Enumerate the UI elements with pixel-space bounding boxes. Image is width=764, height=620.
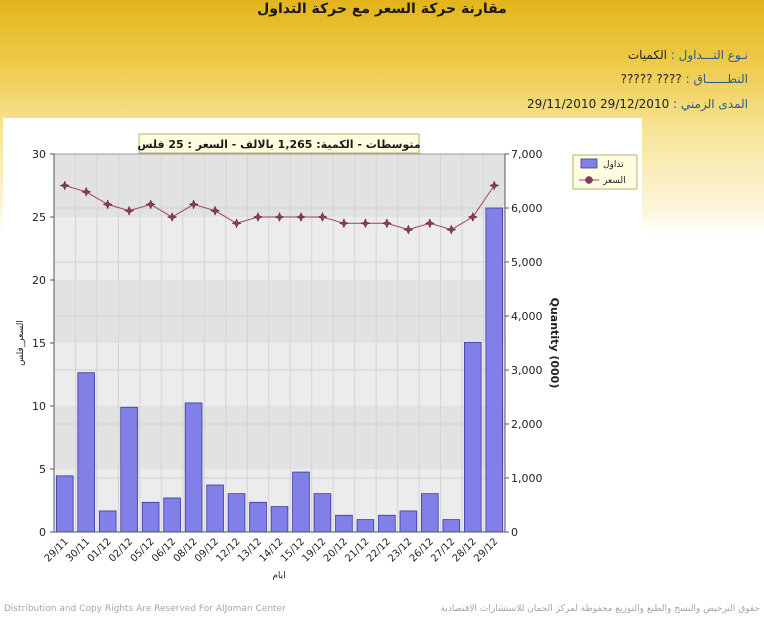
price-point: [252, 211, 264, 223]
price-point: [188, 199, 199, 210]
left-axis-tick-label: 25: [32, 211, 46, 224]
price-point: [381, 218, 393, 229]
price-point: [424, 218, 435, 229]
quantity-bar: [249, 501, 267, 533]
left-axis-tick-label: 0: [39, 526, 46, 539]
quantity-bar: [335, 514, 353, 533]
left-axis-tick-label: 10: [32, 400, 46, 413]
price-point: [295, 211, 307, 223]
quantity-bar: [163, 497, 181, 533]
plot-band: [54, 280, 505, 343]
price-point: [403, 224, 414, 235]
right-axis-tick-label: 2,000: [511, 418, 543, 431]
left-axis-tick-label: 20: [32, 274, 46, 287]
right-axis-tick-label: 0: [511, 526, 518, 539]
left-axis-tick-label: 30: [32, 148, 46, 161]
price-point: [145, 199, 156, 210]
price-point: [209, 205, 221, 216]
plot-band: [54, 217, 505, 280]
price-point: [166, 211, 178, 223]
range-label: النطــــــاق :: [685, 72, 748, 86]
quantity-bar: [421, 493, 439, 533]
quantity-bar: [356, 519, 375, 533]
price-point: [59, 180, 70, 191]
quantity-bar: [55, 475, 74, 533]
quantity-bar: [399, 510, 418, 533]
right-axis-tick-label: 5,000: [511, 256, 543, 269]
price-point: [317, 211, 328, 223]
price-point: [446, 224, 457, 235]
price-point: [489, 180, 500, 191]
price-quantity-chart: 0 5 10 15 20 25 30 0 1,000 2,000 3,000 4,000 5,000 6,…: [16, 133, 638, 581]
quantity-bar: [120, 406, 138, 533]
right-axis-tick-label: 1,000: [511, 472, 543, 485]
quantity-bar: [464, 342, 482, 533]
legend-label-quantity: تداول: [603, 160, 624, 170]
price-point: [274, 211, 285, 223]
left-axis-tick-label: 5: [39, 463, 46, 476]
chart-panel: 0 5 10 15 20 25 30 0 1,000 2,000 3,000 4,000 5,000 6,…: [3, 118, 642, 583]
price-point: [81, 186, 92, 197]
legend-label-price: السعر: [602, 176, 626, 186]
quantity-bar: [227, 493, 246, 533]
quantity-bar: [98, 510, 117, 533]
legend-marker-price: [585, 176, 593, 184]
chart-title: متوسطات - الكمية: 1,265 بالالف - السعر :…: [137, 138, 420, 151]
date-range-label: المدى الزمني :: [673, 97, 748, 111]
quantity-bar: [184, 402, 203, 533]
quantity-bar: [206, 484, 224, 533]
quantity-bar: [270, 506, 289, 533]
price-point: [231, 218, 242, 229]
legend-swatch-bar: [580, 158, 598, 169]
left-axis-tick-label: 15: [32, 337, 46, 350]
range-row: النطــــــاق : ???? ?????: [621, 72, 748, 86]
footer-copyright-ar: حقوق الترخيص والنسخ والطبع والتوزيع محفو…: [440, 604, 760, 614]
chart-title-box: [138, 133, 420, 154]
x-axis-title: ايام: [272, 571, 285, 581]
price-point: [124, 205, 135, 216]
price-point: [467, 211, 478, 223]
x-axis-tick-label: 29/12: [472, 536, 500, 564]
trading-type-label: نـوع التـــداول :: [670, 48, 748, 62]
right-axis-title: Quantity (000): [548, 298, 561, 389]
right-axis-tick-label: 3,000: [511, 364, 543, 377]
price-point: [102, 199, 113, 210]
quantity-bar: [378, 514, 396, 533]
quantity-bar: [442, 519, 461, 533]
range-value: ???? ?????: [620, 72, 682, 86]
date-range-row: المدى الزمني : 29/12/2010 29/11/2010: [527, 97, 748, 111]
trading-type-row: نـوع التـــداول : الكميات: [628, 48, 748, 62]
price-point: [338, 218, 350, 229]
quantity-bar: [77, 372, 95, 533]
date-range-value: 29/12/2010 29/11/2010: [527, 97, 670, 111]
right-axis-tick-label: 7,000: [511, 148, 543, 161]
footer-copyright-en: Distribution and Copy Rights Are Reserve…: [4, 604, 286, 614]
trading-type-value: الكميات: [627, 48, 667, 62]
right-axis-tick-label: 6,000: [511, 202, 543, 215]
quantity-bar: [485, 207, 504, 533]
page-title: مقارنة حركة السعر مع حركة التداول: [257, 1, 507, 17]
right-axis-tick-label: 4,000: [511, 310, 543, 323]
left-axis-title: السعر_فلس: [16, 320, 26, 366]
quantity-bar: [313, 493, 332, 533]
quantity-bar: [292, 471, 310, 533]
quantity-bar: [141, 501, 160, 533]
plot-band: [54, 343, 505, 406]
price-point: [360, 218, 371, 229]
